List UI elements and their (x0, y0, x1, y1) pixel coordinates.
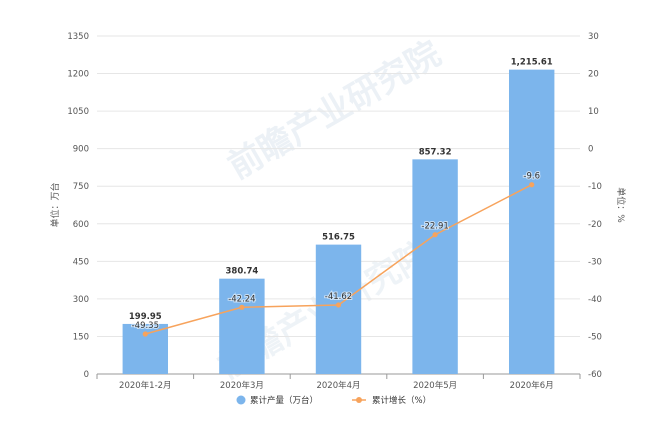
y-right-tick-label: -60 (588, 370, 602, 380)
bar (508, 69, 555, 374)
line-point (335, 302, 342, 308)
bar (219, 278, 265, 374)
bar-data-label: 380.74 (225, 267, 258, 277)
y-left-tick-label: 300 (73, 295, 89, 305)
y-right-tick-label: -10 (588, 182, 602, 192)
line-point (529, 182, 535, 188)
x-tick-label: 2020年1-2月 (119, 380, 172, 391)
line-point (239, 304, 245, 310)
y-right-tick-label: -50 (588, 332, 602, 342)
x-tick-label: 2020年4月 (316, 380, 360, 391)
line-point (432, 232, 438, 238)
line-data-label: -42.24 (228, 294, 255, 304)
y-left-tick-label: 900 (73, 145, 89, 155)
y-right-tick-label: -20 (588, 220, 602, 230)
line-data-label: -9.6 (523, 172, 540, 182)
y-right-tick-label: -30 (588, 257, 602, 267)
bar-data-label: 1,215.61 (511, 58, 553, 68)
y-left-tick-label: 1050 (67, 107, 89, 117)
y-right-tick-label: 30 (588, 32, 599, 42)
y-right-axis-title: 单位：% (615, 187, 627, 223)
y-right-tick-label: 10 (588, 107, 599, 117)
legend-bar-label: 累计产量（万台） (250, 395, 318, 406)
bar-data-label: 199.95 (129, 312, 162, 322)
y-left-tick-label: 1200 (67, 70, 89, 80)
line-point (142, 331, 148, 337)
legend-line-label: 累计增长（%） (372, 395, 431, 406)
x-tick-label: 2020年5月 (413, 380, 457, 391)
x-tick-label: 2020年3月 (220, 380, 264, 391)
y-right-tick-label: 20 (588, 70, 599, 80)
legend-bar-swatch (236, 395, 246, 405)
y-left-tick-label: 600 (73, 220, 89, 230)
line-data-label: -22.91 (421, 222, 448, 232)
bar (315, 244, 362, 374)
y-left-tick-label: 1350 (67, 32, 89, 42)
legend-line-marker (356, 397, 362, 403)
y-left-tick-label: 150 (73, 332, 89, 342)
y-right-tick-label: 0 (588, 145, 593, 155)
x-tick-label: 2020年6月 (510, 380, 554, 391)
y-left-tick-label: 450 (73, 257, 89, 267)
line-data-label: -49.35 (132, 321, 159, 331)
bar (412, 159, 458, 374)
y-left-tick-label: 750 (73, 182, 89, 192)
bar-data-label: 857.32 (419, 147, 452, 157)
line-data-label: -41.62 (325, 292, 352, 302)
y-right-tick-label: -40 (588, 295, 602, 305)
y-left-axis-title: 单位：万台 (49, 182, 61, 227)
bar-data-label: 516.75 (322, 233, 355, 243)
y-left-tick-label: 0 (84, 370, 89, 380)
